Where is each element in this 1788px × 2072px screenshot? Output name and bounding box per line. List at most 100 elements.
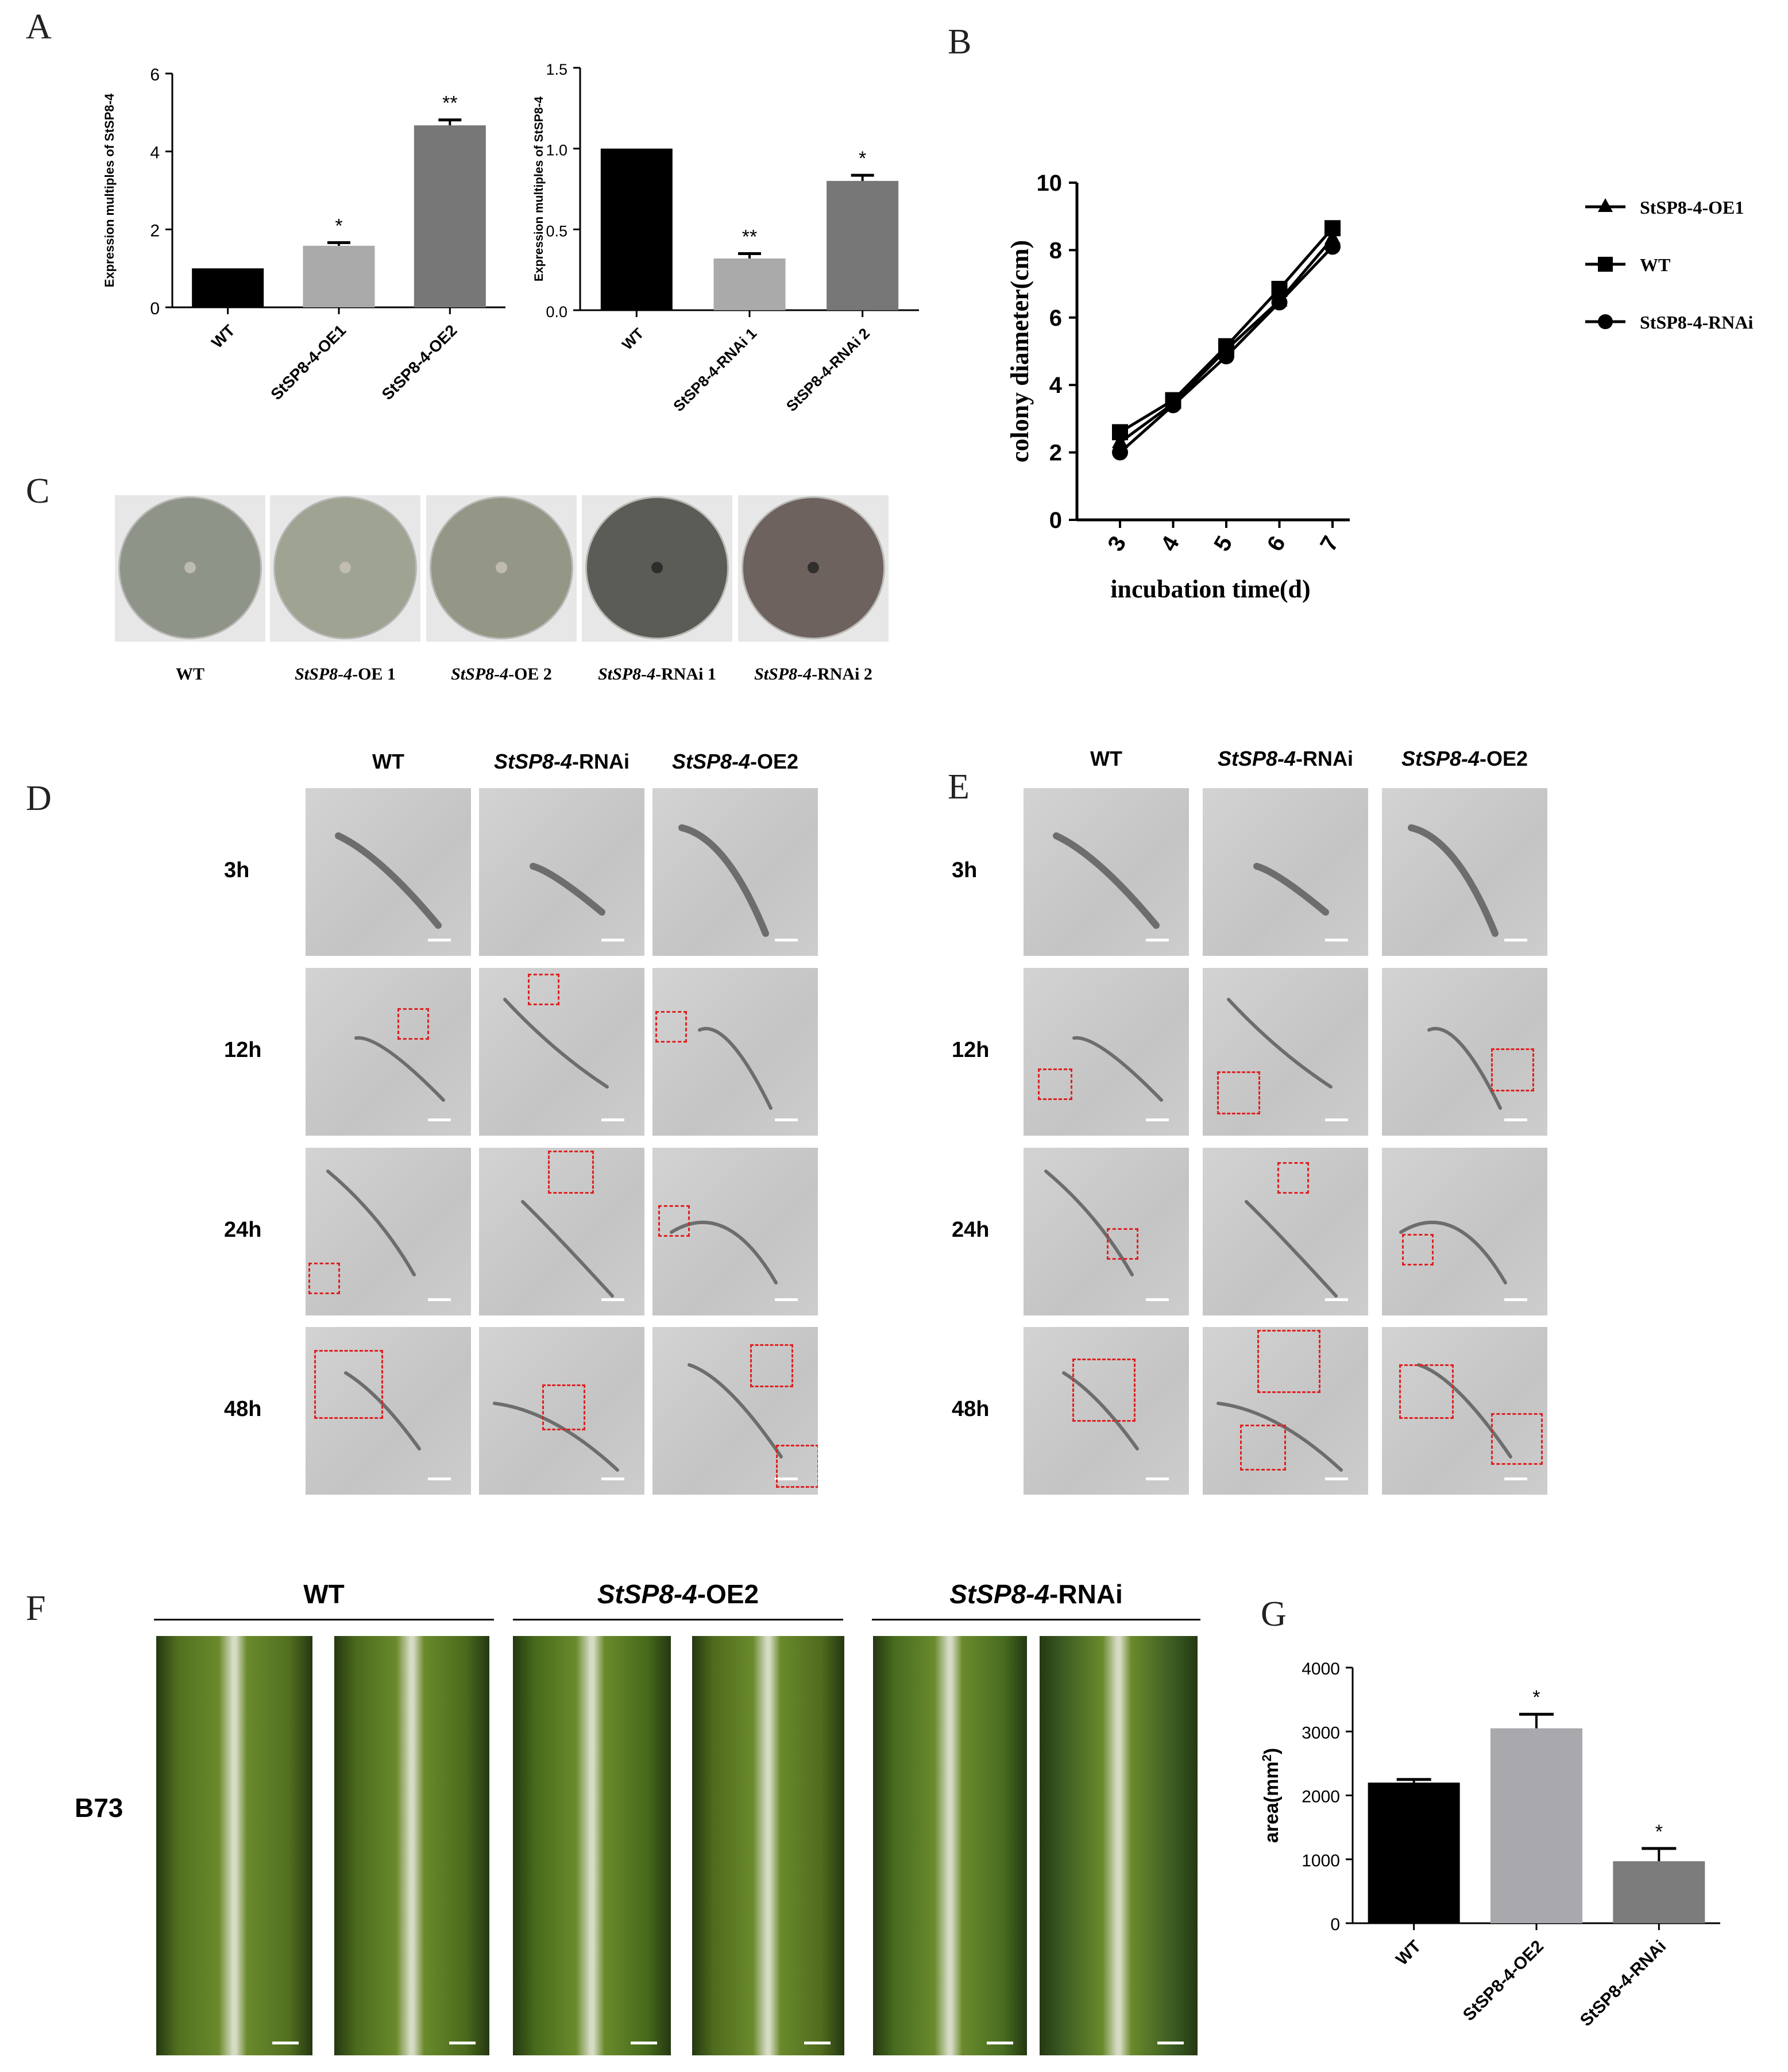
row-label-24h: 24h [224,1218,262,1242]
panel-letter-g: G [1261,1595,1287,1634]
scale-bar [428,1477,451,1480]
row-label-12h: 12h [952,1038,990,1062]
scale-bar [1325,1298,1348,1301]
scale-bar [428,939,451,942]
inoculation-point [808,561,819,573]
plate-caption: StSP8-4-OE 2 [451,665,552,684]
hyphae-sketch [1217,1402,1343,1472]
scale-bar [775,1118,798,1121]
inoculation-point [651,561,663,573]
micrograph [652,968,818,1136]
italic-gene-name: StSP8-4 [451,665,509,684]
x-tick-label: StSP8-4-RNAi [1577,1937,1670,2030]
x-tick-label: WT [208,321,238,352]
y-tick-label: 6 [1049,306,1062,331]
hypha [326,1170,416,1276]
region-of-interest-box [548,1151,594,1194]
x-tick-label: WT [1392,1937,1424,1969]
leaf-photo [334,1636,489,2055]
hypha [335,832,442,929]
column-header: WT [372,750,404,773]
hyphae-sketch [503,998,609,1089]
hypha [1072,1036,1163,1102]
hyphae-sketch [688,1363,783,1458]
y-tick-label: 4 [150,144,160,163]
hypha [354,1036,445,1102]
column-header: WT [1090,747,1122,770]
y-tick-label: 2 [150,221,160,240]
micrograph [1024,1327,1189,1495]
italic-gene-name: StSP8-4 [598,665,656,684]
micrograph [1024,968,1189,1136]
italic-gene-name: StSP8-4 [754,665,812,684]
plate-caption: StSP8-4-RNAi 1 [598,665,716,684]
hyphae-sketch [1417,1363,1512,1458]
column-header: StSP8-4-OE2 [1401,747,1528,770]
hypha [521,1200,614,1298]
colony-disc [742,496,885,639]
scale-bar [1146,939,1169,942]
region-of-interest-box [1217,1071,1260,1114]
hypha [678,824,769,937]
group-header: StSP8-4-OE2 [597,1579,759,1609]
italic-gene-name: StSP8-4 [1217,747,1296,770]
italic-gene-name: StSP8-4 [1401,747,1480,770]
point-WT [1271,280,1288,297]
bar-chart-A-right: 0.0 0.5 1.0 1.5 Expression multiples of StSP… [532,61,919,415]
ylabel-close: ) [1261,1748,1283,1754]
x-tick-label: 7 [1315,532,1343,555]
hypha [1044,1170,1134,1276]
significance-mark: * [1532,1687,1540,1708]
region-of-interest-box [1399,1364,1454,1419]
scale-bar [449,2042,476,2044]
hyphae-sketch [1227,998,1333,1089]
scale-bar [1504,1118,1527,1121]
y-tick-label: 8 [1049,238,1062,263]
y-tick-label: 0.0 [546,303,567,321]
italic-gene-name: StSP8-4 [949,1579,1050,1609]
bar-StSP8-4-RNAi 1 [713,258,786,310]
row-label-48h: 48h [952,1397,990,1421]
scale-bar [1146,1118,1169,1121]
micrograph [1024,788,1189,956]
region-of-interest-box [314,1350,383,1419]
hypha [1427,1027,1502,1110]
micrograph [1382,788,1547,956]
region-of-interest-box [1277,1162,1309,1194]
region-of-interest-box [750,1344,793,1387]
y-axis-label: area(mm2) [1260,1748,1283,1843]
scale-bar [1146,1477,1169,1480]
point-StSP8-4-RNAi [1324,238,1341,255]
hyphae-sketch [493,1402,619,1472]
micrograph [1382,1327,1547,1495]
hypha [670,1220,778,1284]
hypha [1417,1363,1512,1458]
scale-bar [1325,1118,1348,1121]
plate-caption: StSP8-4-OE 1 [295,665,396,684]
hypha [698,1027,773,1110]
inoculation-point [339,561,351,573]
point-StSP8-4-RNAi [1218,348,1234,365]
region-of-interest-box [1038,1068,1072,1100]
hypha [1408,824,1499,937]
legend-marker [1598,198,1613,212]
x-tick-label: 6 [1262,532,1291,555]
group-underline [872,1619,1200,1620]
y-tick-label: 2000 [1302,1788,1340,1807]
y-axis-label: colony diameter(cm) [1006,240,1034,462]
row-label-24h: 24h [952,1218,990,1242]
scale-bar [428,1118,451,1121]
hyphae-sketch [344,1371,421,1450]
hyphae-sketch [354,1036,445,1102]
petri-dish-photo [270,495,420,642]
x-tick-label: StSP8-4-OE1 [267,321,349,403]
micrograph [1203,968,1368,1136]
micrograph [306,788,471,956]
y-tick-label: 0 [1049,508,1062,533]
region-of-interest-box [1072,1359,1136,1422]
region-of-interest-box [1240,1425,1286,1471]
hyphae-sketch [698,1027,773,1110]
leaf-photo [513,1636,671,2055]
hypha [493,1402,619,1472]
